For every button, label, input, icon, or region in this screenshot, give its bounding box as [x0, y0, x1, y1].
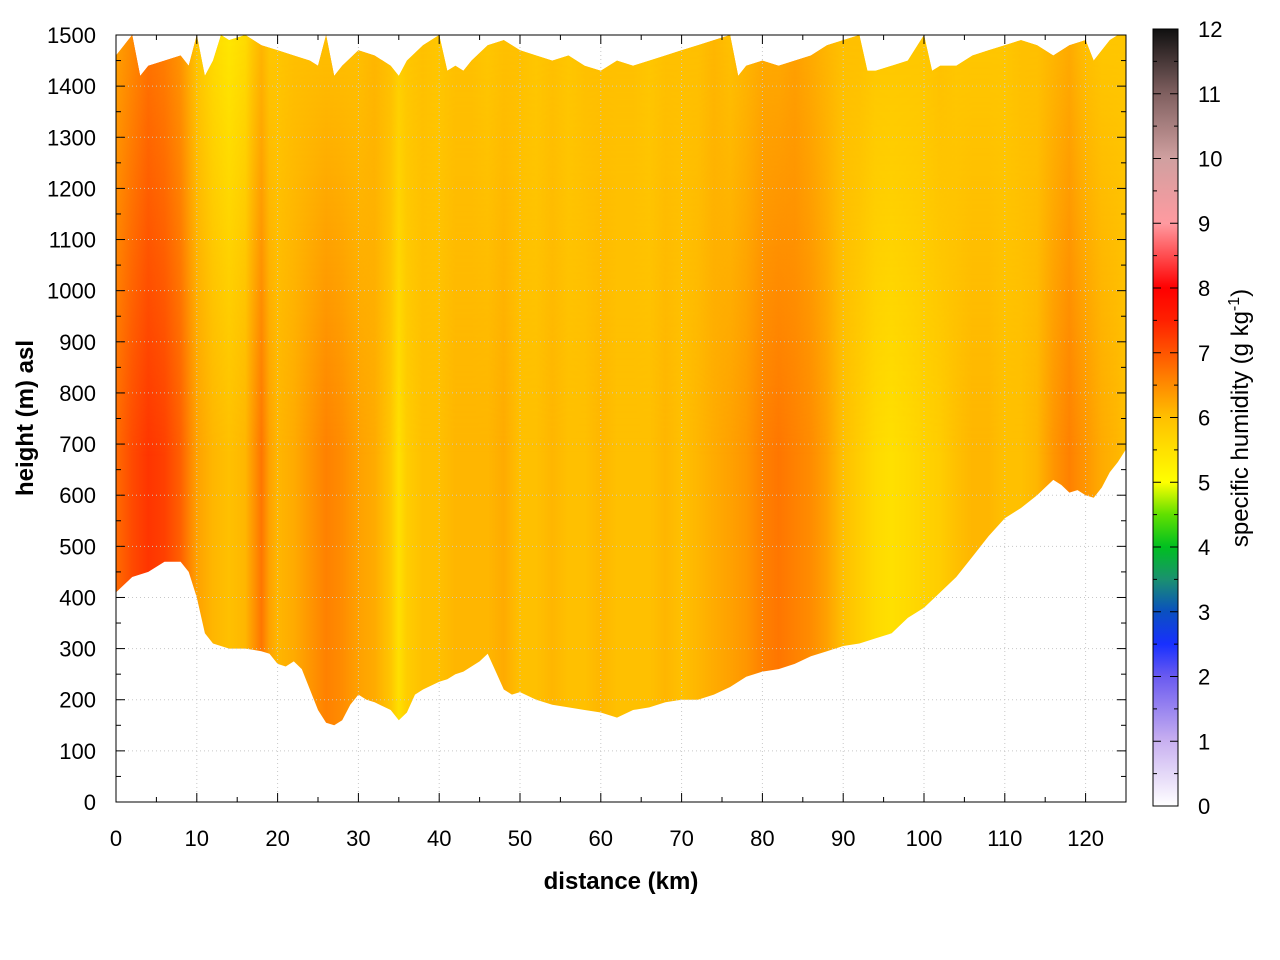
y-tick-label: 100	[59, 739, 96, 764]
colorbar-tick-label: 6	[1198, 406, 1210, 431]
y-axis-title: height (m) asl	[12, 340, 39, 496]
colorbar-tick-label: 7	[1198, 341, 1210, 366]
y-tick-labels: 0 100 200 300 400 500 600 700 800 900 1000 1100 1200…	[47, 23, 96, 815]
x-tick-label: 0	[110, 826, 122, 851]
y-tick-label: 500	[59, 534, 96, 559]
y-tick-label: 0	[84, 790, 96, 815]
plot-border	[115, 34, 1127, 803]
colorbar-tick-label: 4	[1198, 535, 1210, 560]
x-tick-labels: 0 10 20 30 40 50 60 70 80 90 100 110 120	[110, 826, 1104, 851]
grid-lines	[116, 35, 1126, 802]
y-tick-label: 1400	[47, 74, 96, 99]
y-tick-label: 200	[59, 688, 96, 713]
x-tick-label: 80	[750, 826, 774, 851]
x-tick-label: 20	[265, 826, 289, 851]
axis-ticks	[115, 34, 1127, 803]
colorbar-tick-label: 3	[1198, 600, 1210, 625]
colorbar-tick-label: 8	[1198, 276, 1210, 301]
colorbar-border	[1152, 28, 1179, 807]
x-tick-label: 110	[987, 826, 1022, 851]
x-tick-label: 50	[508, 826, 532, 851]
x-axis-title: distance (km)	[544, 868, 699, 895]
y-tick-label: 700	[59, 432, 96, 457]
y-tick-label: 1300	[47, 125, 96, 150]
x-tick-label: 10	[185, 826, 209, 851]
y-tick-label: 600	[59, 483, 96, 508]
x-tick-label: 120	[1067, 826, 1104, 851]
x-tick-label: 30	[346, 826, 370, 851]
y-tick-label: 900	[59, 330, 96, 355]
x-tick-label: 100	[906, 826, 943, 851]
colorbar-tick-label: 10	[1198, 147, 1222, 172]
colorbar-tick-label: 2	[1198, 665, 1210, 690]
y-tick-label: 1000	[47, 279, 96, 304]
y-tick-label: 1500	[47, 23, 96, 48]
colorbar-tick-label: 11	[1198, 82, 1221, 107]
colorbar-tick-label: 12	[1198, 17, 1222, 42]
x-tick-label: 40	[427, 826, 451, 851]
colorbar-tick-label: 0	[1198, 794, 1210, 819]
colorbar-title: specific humidity (g kg-1)	[1226, 289, 1254, 547]
y-tick-label: 400	[59, 585, 96, 610]
x-tick-label: 90	[831, 826, 855, 851]
y-tick-label: 300	[59, 637, 96, 662]
y-tick-label: 1200	[47, 176, 96, 201]
colorbar-tick-label: 5	[1198, 470, 1210, 495]
x-tick-label: 70	[669, 826, 693, 851]
colorbar-tick-label: 1	[1198, 729, 1210, 754]
y-tick-label: 1100	[49, 228, 96, 253]
y-tick-label: 800	[59, 381, 96, 406]
x-tick-label: 60	[589, 826, 613, 851]
colorbar-tick-label: 9	[1198, 211, 1210, 236]
